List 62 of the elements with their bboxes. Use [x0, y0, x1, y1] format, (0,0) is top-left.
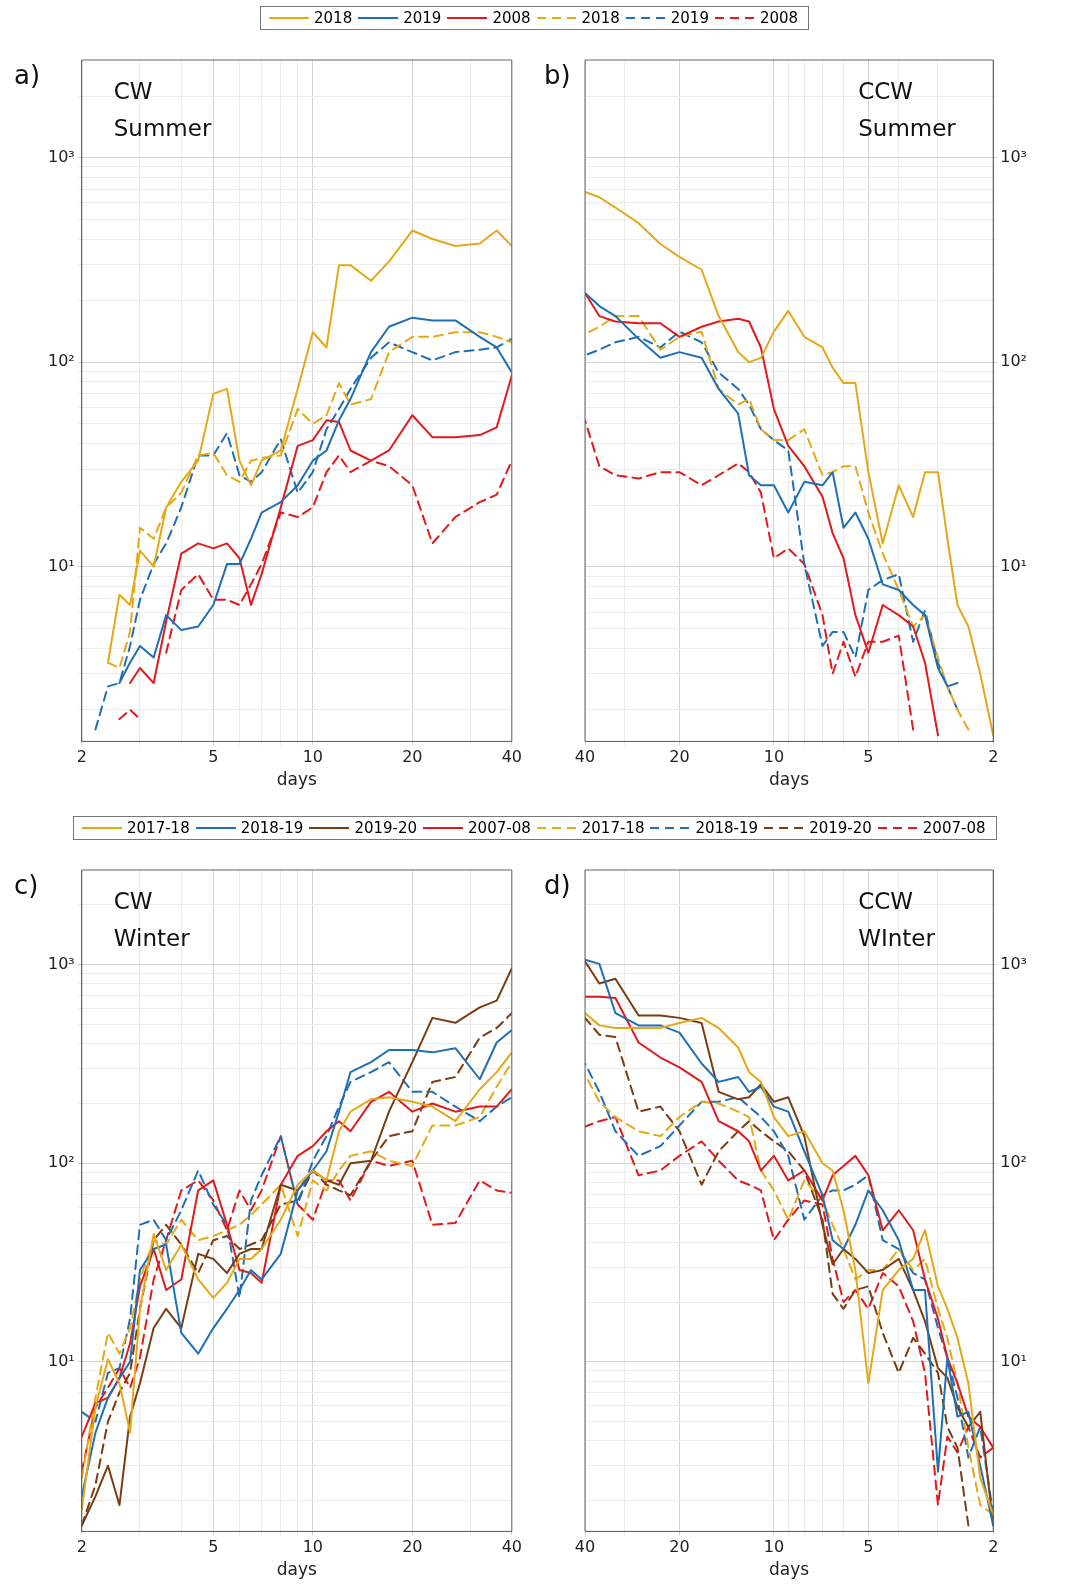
- x-tick-label: 10: [302, 1537, 323, 1557]
- legend-label: 2007-08: [468, 819, 531, 837]
- x-tick-label: 10: [302, 747, 323, 767]
- legend-label: 2019: [403, 9, 442, 27]
- legend-label: 2008: [759, 9, 799, 27]
- x-tick-label: 2: [76, 1537, 87, 1557]
- x-tick-label: 10: [763, 747, 785, 767]
- x-axis-title: days: [276, 769, 317, 790]
- legend-label: 2018: [581, 9, 620, 27]
- x-tick-label: 5: [208, 747, 219, 767]
- y-tick-label: 10²: [47, 1152, 75, 1172]
- legend-label: 2017-18: [127, 819, 190, 837]
- y-tick-label: 10³: [47, 146, 75, 166]
- annotation: CCW: [858, 888, 914, 915]
- chart-title: a): [14, 59, 41, 90]
- annotation: Summer: [858, 115, 957, 142]
- x-tick-label: 20: [669, 1537, 690, 1557]
- chart-title: c): [14, 869, 39, 900]
- x-tick-label: 5: [863, 747, 874, 767]
- x-tick-label: 5: [208, 1537, 219, 1557]
- chart-title: d): [544, 869, 571, 900]
- x-axis-title: days: [276, 1559, 317, 1580]
- x-axis-title: days: [769, 1559, 810, 1580]
- legend-label: 2019-20: [354, 819, 418, 837]
- legend-label: 2007-08: [922, 819, 986, 837]
- annotation: WInter: [858, 925, 936, 952]
- x-tick-label: 2: [988, 747, 999, 767]
- x-tick-label: 20: [402, 747, 423, 767]
- x-tick-label: 40: [574, 1537, 596, 1557]
- annotation: Winter: [113, 925, 191, 952]
- x-tick-label: 20: [669, 747, 690, 767]
- y-tick-label: 10³: [1000, 146, 1028, 166]
- x-tick-label: 40: [501, 747, 522, 767]
- legend-label: 2018-19: [695, 819, 759, 837]
- y-tick-label: 10³: [1000, 953, 1028, 973]
- legend-label: 2018: [314, 9, 353, 27]
- y-tick-label: 10¹: [47, 1351, 75, 1371]
- x-tick-label: 2: [76, 747, 87, 767]
- y-tick-label: 10²: [1000, 351, 1028, 371]
- legend-label: 2018-19: [240, 819, 304, 837]
- x-tick-label: 2: [988, 1537, 999, 1557]
- legend-label: 2008: [492, 9, 531, 27]
- x-axis-title: days: [769, 769, 810, 790]
- x-tick-label: 40: [574, 747, 596, 767]
- y-tick-label: 10¹: [1000, 555, 1028, 575]
- annotation: CCW: [858, 78, 914, 105]
- legend-label: 2017-18: [581, 819, 645, 837]
- x-tick-label: 20: [402, 1537, 423, 1557]
- x-tick-label: 40: [501, 1537, 522, 1557]
- annotation: Summer: [113, 115, 212, 142]
- annotation: CW: [113, 888, 153, 915]
- legend-label: 2019-20: [809, 819, 872, 837]
- y-tick-label: 10¹: [47, 555, 75, 575]
- y-tick-label: 10²: [1000, 1152, 1028, 1172]
- y-tick-label: 10¹: [1000, 1351, 1028, 1371]
- chart-title: b): [544, 59, 571, 90]
- y-tick-label: 10²: [47, 351, 75, 371]
- annotation: CW: [113, 78, 153, 105]
- y-tick-label: 10³: [47, 953, 75, 973]
- legend-label: 2019: [670, 9, 709, 27]
- x-tick-label: 5: [863, 1537, 874, 1557]
- x-tick-label: 10: [763, 1537, 785, 1557]
